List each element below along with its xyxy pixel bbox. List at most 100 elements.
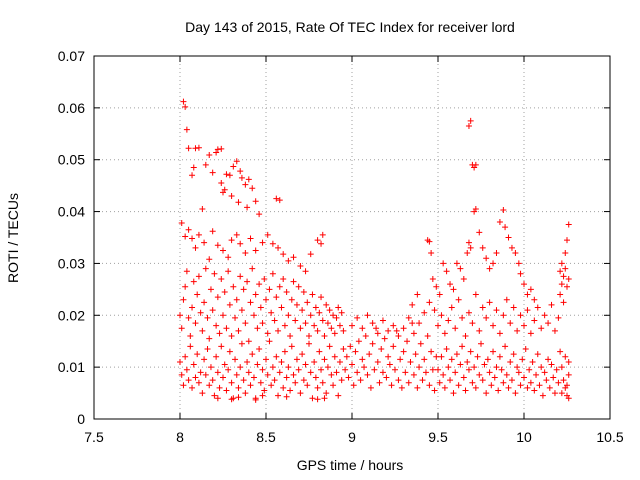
data-point xyxy=(493,307,500,314)
data-point xyxy=(390,343,397,350)
data-point xyxy=(238,307,245,314)
data-point xyxy=(548,301,555,308)
data-point xyxy=(307,251,314,258)
data-point xyxy=(247,382,254,389)
data-point xyxy=(462,387,469,394)
data-point xyxy=(237,273,244,280)
data-point xyxy=(558,281,565,288)
data-point xyxy=(228,237,235,244)
data-point xyxy=(450,286,457,293)
data-point xyxy=(318,366,325,373)
data-point xyxy=(276,197,283,204)
data-point xyxy=(235,327,242,334)
data-point xyxy=(533,371,540,378)
data-point xyxy=(280,384,287,391)
data-point xyxy=(472,291,479,298)
data-point xyxy=(242,250,249,257)
data-point xyxy=(483,390,490,397)
data-point xyxy=(252,291,259,298)
data-point xyxy=(187,343,194,350)
data-point xyxy=(290,371,297,378)
data-point xyxy=(429,275,436,282)
data-point xyxy=(395,333,402,340)
data-point xyxy=(550,374,557,381)
data-point xyxy=(490,348,497,355)
data-point xyxy=(474,353,481,360)
data-point xyxy=(534,351,541,358)
data-point xyxy=(538,325,545,332)
data-point xyxy=(343,353,350,360)
data-point xyxy=(256,345,263,352)
data-point xyxy=(465,309,472,316)
data-point xyxy=(536,382,543,389)
data-point xyxy=(472,161,479,168)
data-point xyxy=(381,335,388,342)
data-point xyxy=(527,330,534,337)
data-point xyxy=(269,240,276,247)
data-point xyxy=(235,384,242,391)
data-point xyxy=(276,369,283,376)
data-point xyxy=(177,312,183,319)
data-point xyxy=(240,377,247,384)
data-point xyxy=(220,247,226,254)
data-point xyxy=(400,325,407,332)
data-point xyxy=(326,343,333,350)
data-point xyxy=(297,263,304,270)
data-point xyxy=(565,358,572,365)
data-point xyxy=(202,161,209,168)
data-point xyxy=(235,199,242,206)
data-point xyxy=(431,307,438,314)
data-point xyxy=(247,235,254,242)
data-point xyxy=(281,348,288,355)
data-point xyxy=(285,312,292,319)
data-point xyxy=(441,330,448,337)
data-point xyxy=(275,392,282,399)
data-point xyxy=(213,322,220,329)
data-point xyxy=(541,369,548,376)
data-point xyxy=(510,304,517,311)
data-point xyxy=(194,291,201,298)
data-point xyxy=(371,366,378,373)
data-point xyxy=(479,304,486,311)
data-point xyxy=(287,333,294,340)
data-point xyxy=(557,291,564,298)
data-point xyxy=(455,382,462,389)
data-point xyxy=(409,320,416,327)
data-point xyxy=(565,221,572,228)
data-point xyxy=(275,244,282,251)
data-point xyxy=(410,371,417,378)
data-point xyxy=(512,250,519,257)
data-point xyxy=(180,296,187,303)
data-point xyxy=(445,364,452,371)
data-point xyxy=(551,390,558,397)
data-point xyxy=(233,296,240,303)
data-point xyxy=(189,235,196,242)
data-point xyxy=(252,396,259,403)
data-point xyxy=(452,325,459,332)
data-point xyxy=(345,374,352,381)
data-point xyxy=(488,382,495,389)
data-point xyxy=(304,299,311,306)
data-point xyxy=(452,369,459,376)
data-point xyxy=(469,320,476,327)
data-point xyxy=(233,231,240,238)
data-point xyxy=(204,345,211,352)
data-point xyxy=(190,278,197,285)
data-point xyxy=(519,356,526,363)
data-point xyxy=(309,291,316,298)
data-point xyxy=(299,351,306,358)
data-point xyxy=(517,270,524,277)
data-point xyxy=(292,379,299,386)
data-point xyxy=(465,123,472,130)
data-point xyxy=(443,268,450,275)
data-point xyxy=(350,382,357,389)
data-point xyxy=(545,320,552,327)
data-point xyxy=(376,379,383,386)
data-point xyxy=(517,382,524,389)
data-point xyxy=(321,333,328,340)
data-point xyxy=(431,387,438,394)
data-point xyxy=(230,163,237,170)
data-point xyxy=(424,333,431,340)
data-point xyxy=(515,369,522,376)
data-point xyxy=(514,364,521,371)
